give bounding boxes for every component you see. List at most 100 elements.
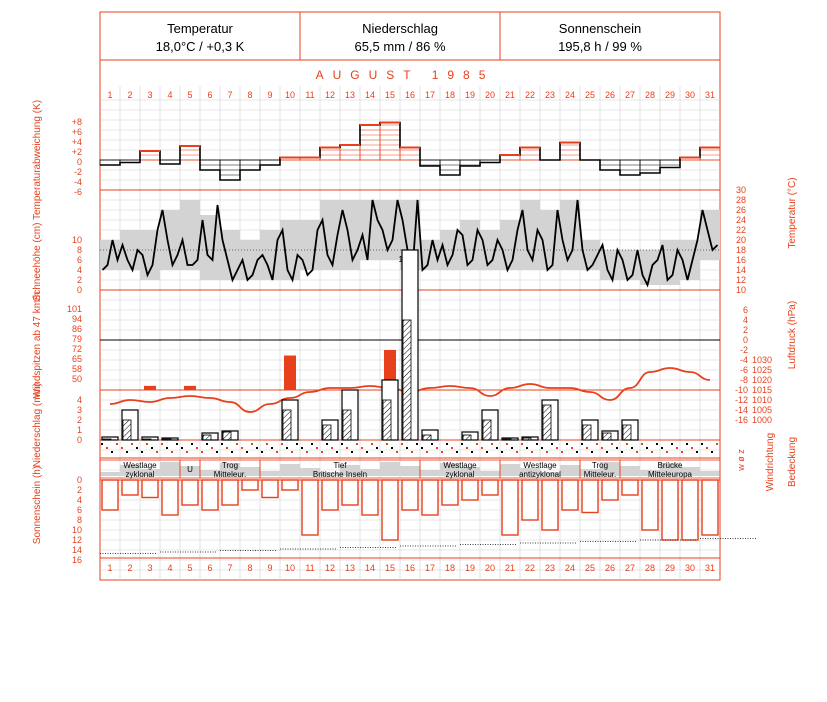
wind-dir-dot (496, 447, 498, 449)
wind-dir-dot (256, 447, 258, 449)
cloud-cover-bar (660, 463, 680, 476)
wind-dir-dot (391, 447, 393, 449)
wind-dir-dot (291, 451, 293, 453)
day-label-bottom: 27 (625, 563, 635, 573)
temp-band-day (660, 240, 680, 285)
sun-tick: 8 (77, 515, 82, 525)
weather-type-label-line2: Mitteleur. (584, 470, 616, 479)
wind-dir-dot (171, 451, 173, 453)
wind-dir-dot (336, 451, 338, 453)
temp-dev-bar (319, 147, 341, 161)
pressure-tick-left: -12 (735, 395, 748, 405)
precip-hatched-bar (502, 438, 512, 441)
wind-dir-dot (581, 443, 583, 445)
cloud-cover-bar (360, 469, 380, 476)
temp-tick: 10 (736, 285, 746, 295)
day-label-bottom: 2 (127, 563, 132, 573)
temp-band-day (520, 200, 540, 270)
wind-dir-dot (176, 443, 178, 445)
temp-band-day (700, 210, 720, 260)
temp-dev-tick: +2 (72, 147, 82, 157)
wind-dir-dot (606, 451, 608, 453)
weather-type-label: Westlage antizyklonal (519, 461, 561, 479)
precip-hatched-bar (342, 409, 352, 441)
day-label-top: 20 (485, 90, 495, 100)
wind-dir-dot (691, 447, 693, 449)
wind-peak-bar (144, 385, 156, 390)
wind-dir-dot (666, 451, 668, 453)
cloud-cover-bar (180, 466, 200, 476)
wind-dir-dot (381, 451, 383, 453)
day-label-top: 16 (405, 90, 415, 100)
pressure-tick-hpa: 1030 (752, 355, 772, 365)
sunshine-bar (661, 479, 679, 541)
wind-tick: 50 (72, 374, 82, 384)
wind-dir-dot (706, 447, 708, 449)
precip-hatched-bar (582, 424, 592, 441)
wind-dir-dot (696, 451, 698, 453)
precip-title: Niederschlag (362, 21, 438, 36)
wind-tick: 65 (72, 354, 82, 364)
cloud-cover-bar (380, 462, 400, 476)
pressure-tick-left: -8 (740, 375, 748, 385)
temp-band-day (500, 220, 520, 270)
wind-dir-dot (331, 447, 333, 449)
pressure-tick-left: 2 (743, 325, 748, 335)
cloud-cover-bar (640, 470, 660, 476)
sunshine-bar (681, 479, 699, 541)
wind-dir-dot (351, 451, 353, 453)
wind-dir-dot (646, 447, 648, 449)
day-label-bottom: 31 (705, 563, 715, 573)
weather-type-label-line2: Mitteleuropa (648, 470, 693, 479)
wind-dir-dot (466, 447, 468, 449)
wind-peak-bar (184, 385, 196, 390)
wind-dir-dot (586, 447, 588, 449)
wind-dir-dot (376, 447, 378, 449)
day-label-top: 3 (147, 90, 152, 100)
cloud-cover-bar (280, 464, 300, 476)
temp-title: Temperatur (167, 21, 233, 36)
sun-title: Sonnenschein (559, 21, 641, 36)
wind-tick: 72 (72, 344, 82, 354)
day-label-bottom: 5 (187, 563, 192, 573)
pressure-tick-hpa: 1010 (752, 395, 772, 405)
temp-band-day (220, 230, 240, 280)
axis-label-temp: Temperatur (°C) (787, 177, 798, 248)
precip-hatched-bar (162, 438, 172, 441)
wind-dir-dot (131, 443, 133, 445)
wind-dir-dot (501, 451, 503, 453)
snow-tick: 2 (77, 275, 82, 285)
sun-tick: 16 (72, 555, 82, 565)
snow-tick: 8 (77, 245, 82, 255)
day-label-bottom: 7 (227, 563, 232, 573)
wind-dir-dot (111, 451, 113, 453)
sunshine-bar (421, 479, 439, 516)
wind-dir-dot (651, 451, 653, 453)
temp-tick: 16 (736, 255, 746, 265)
day-label-top: 17 (425, 90, 435, 100)
temp-tick: 30 (736, 185, 746, 195)
precip-hatched-bar (522, 437, 532, 441)
temp-dev-tick: -2 (74, 167, 82, 177)
pressure-tick-left: -10 (735, 385, 748, 395)
weather-type-label: U (187, 465, 193, 474)
day-label-bottom: 23 (545, 563, 555, 573)
wind-dir-dot (296, 443, 298, 445)
sun-tick: 6 (77, 505, 82, 515)
day-label-bottom: 15 (385, 563, 395, 573)
day-label-top: 12 (325, 90, 335, 100)
weather-type-label: Tief Britische Inseln (313, 461, 367, 479)
wind-tick: 101 (67, 304, 82, 314)
pressure-tick-left: 0 (743, 335, 748, 345)
day-label-top: 23 (545, 90, 555, 100)
day-label-top: 2 (127, 90, 132, 100)
precip-hatched-bar (542, 404, 552, 441)
sunshine-bar (581, 479, 599, 514)
precip-hatched-bar (222, 431, 232, 441)
wind-dir-dot (461, 443, 463, 445)
day-label-bottom: 6 (207, 563, 212, 573)
wind-dir-dot (146, 443, 148, 445)
day-label-bottom: 28 (645, 563, 655, 573)
temp-tick: 20 (736, 235, 746, 245)
sun-tick: 4 (77, 495, 82, 505)
